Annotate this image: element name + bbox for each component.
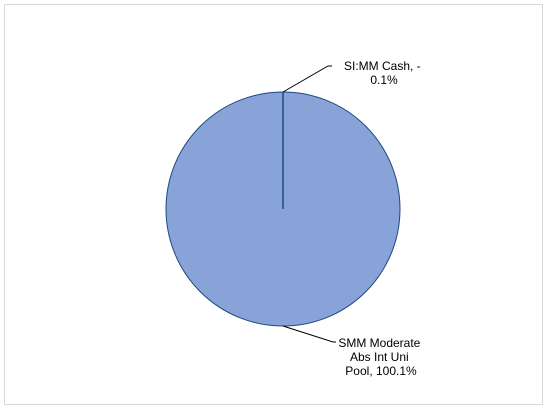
data-label-si-mm-cash-line-2: 0.1% [370, 73, 398, 87]
data-label-smm-moderate: SMM Moderate Abs Int Uni Pool, 100.1% [338, 336, 423, 378]
data-label-smm-moderate-line-1: SMM Moderate [338, 336, 420, 350]
data-label-smm-moderate-line-2: Abs Int Uni [350, 350, 409, 364]
data-label-smm-moderate-line-3: Pool, 100.1% [345, 364, 417, 378]
leader-line-si-mm-cash [282, 65, 332, 93]
data-label-si-mm-cash: SI:MM Cash, - 0.1% [344, 59, 424, 87]
data-label-si-mm-cash-line-1: SI:MM Cash, - [344, 59, 421, 73]
leader-line-smm-moderate [282, 325, 336, 343]
